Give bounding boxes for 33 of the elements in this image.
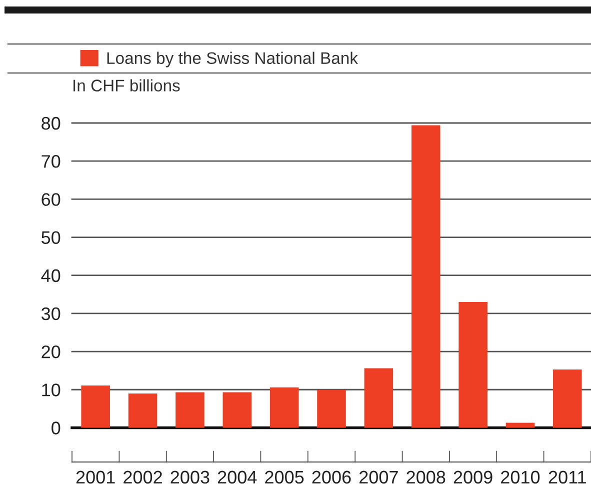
bar	[411, 125, 440, 428]
y-tick-label: 80	[42, 116, 60, 130]
x-tick-label: 2007	[360, 470, 398, 484]
y-axis-title: In CHF billions	[74, 79, 180, 92]
y-tick-label: 40	[41, 269, 60, 282]
y-tick-label: 30	[41, 307, 60, 320]
x-tick-label: 2002	[124, 470, 162, 484]
legend-label: Loans by the Swiss National Bank	[107, 52, 358, 68]
x-tick-label: 2009	[454, 470, 492, 484]
y-tick-label: 0	[52, 422, 60, 434]
bar	[364, 368, 394, 428]
bar	[458, 302, 488, 428]
x-tick-label: 2005	[265, 470, 304, 484]
x-tick-label: 2004	[218, 470, 257, 484]
x-tick-label: 2010	[501, 470, 540, 484]
x-tick-label: 2003	[170, 470, 210, 484]
bar	[317, 390, 346, 428]
bar	[553, 369, 582, 428]
y-tick-label: 10	[42, 384, 60, 396]
bar	[176, 392, 204, 428]
bar	[506, 422, 535, 428]
x-tick-label: 2006	[312, 470, 351, 484]
bar	[222, 392, 252, 428]
x-tick-label: 2011	[548, 470, 586, 484]
y-tick-label: 60	[42, 193, 60, 206]
bar	[270, 387, 299, 428]
y-tick-label: 50	[42, 231, 60, 244]
y-tick-label: 70	[42, 155, 60, 168]
y-tick-label: 20	[42, 345, 60, 358]
bar	[128, 393, 158, 428]
bar	[81, 385, 110, 428]
x-tick-label: 2008	[406, 470, 446, 484]
x-tick-label: 2001	[76, 470, 115, 484]
